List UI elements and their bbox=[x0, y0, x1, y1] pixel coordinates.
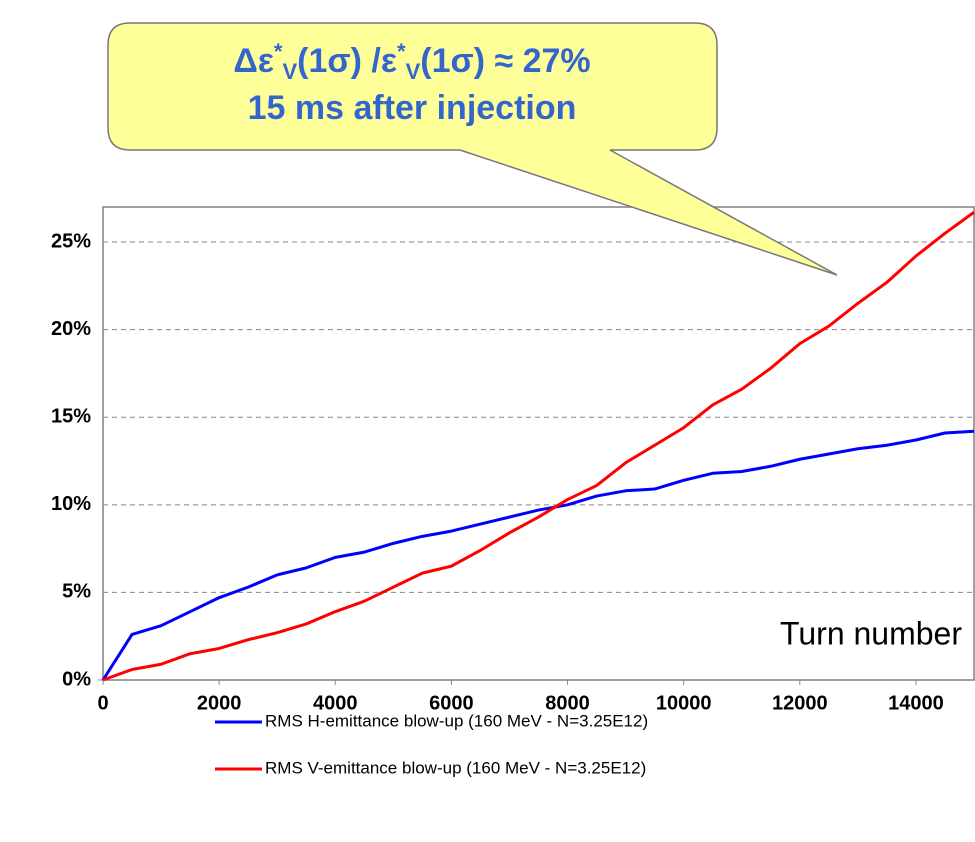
y-tick-label: 15% bbox=[51, 406, 91, 428]
callout-line2: 15 ms after injection bbox=[248, 89, 577, 127]
callout-text: * bbox=[274, 39, 283, 64]
plot-frame bbox=[102, 206, 975, 681]
callout-text: V bbox=[282, 59, 297, 84]
y-tick-label: 20% bbox=[51, 318, 91, 340]
x-tick-label: 4000 bbox=[313, 692, 358, 714]
x-tick-label: 8000 bbox=[545, 692, 590, 714]
x-tick-label: 12000 bbox=[772, 692, 828, 714]
x-tick-label: 10000 bbox=[656, 692, 712, 714]
callout-text: Δε bbox=[233, 42, 274, 80]
data-line bbox=[101, 429, 975, 681]
legend-label: RMS V-emittance blow-up (160 MeV - N=3.2… bbox=[265, 758, 646, 777]
callout-line1: Δε*V(1σ) /ε*V(1σ) ≈ 27% bbox=[233, 39, 590, 84]
callout-text: * bbox=[397, 39, 406, 64]
callout-text: (1σ) /ε bbox=[297, 42, 397, 80]
x-tick-label: 2000 bbox=[197, 692, 242, 714]
data-line bbox=[102, 211, 975, 682]
x-tick-label: 14000 bbox=[888, 692, 944, 714]
callout-text: (1σ) ≈ 27% bbox=[420, 42, 590, 80]
callout-text: V bbox=[406, 59, 421, 84]
x-axis-label: Turn number bbox=[780, 615, 962, 651]
plot-area bbox=[98, 211, 975, 685]
y-tick-label: 5% bbox=[62, 581, 91, 603]
x-tick-label: 0 bbox=[97, 692, 108, 714]
callout-box bbox=[107, 22, 838, 276]
y-tick-label: 25% bbox=[51, 230, 91, 252]
x-tick-label: 6000 bbox=[429, 692, 474, 714]
y-tick-label: 0% bbox=[62, 668, 91, 690]
legend-label: RMS H-emittance blow-up (160 MeV - N=3.2… bbox=[265, 711, 648, 730]
y-tick-label: 10% bbox=[51, 493, 91, 515]
